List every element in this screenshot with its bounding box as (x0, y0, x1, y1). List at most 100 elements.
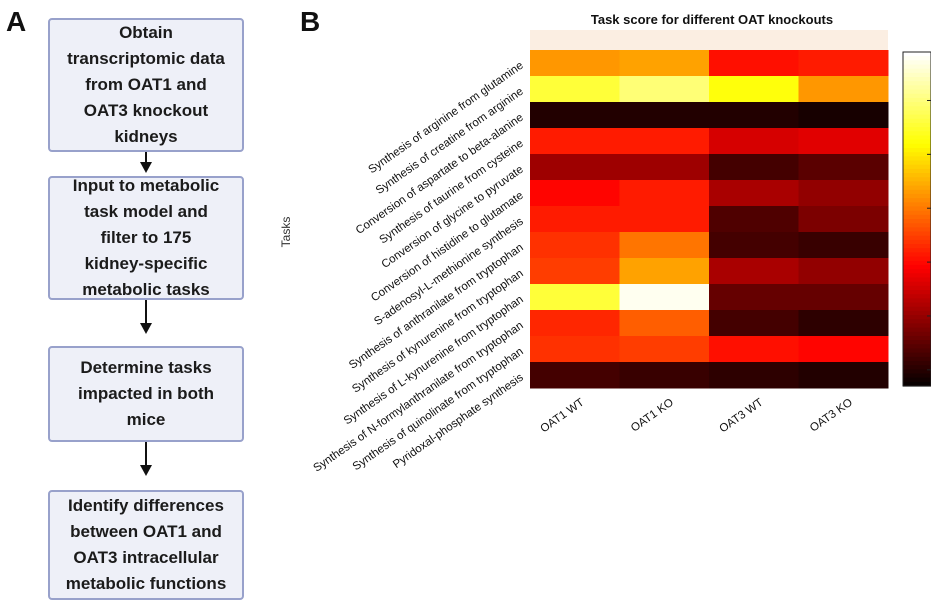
heatmap-cell (798, 50, 889, 77)
heatmap-cell (709, 284, 799, 311)
heatmap-cell (619, 102, 710, 129)
colorbar-segment (903, 56, 931, 61)
flow-arrow (145, 300, 147, 324)
heatmap-cell (619, 336, 710, 363)
colorbar-segment (903, 148, 931, 153)
colorbar-segment (903, 252, 931, 258)
panel-a-label: A (6, 6, 27, 37)
column-label: OAT3 WT (717, 397, 765, 436)
colorbar-segment (903, 327, 931, 333)
colorbar-segment (903, 227, 931, 233)
colorbar-segment (903, 356, 931, 362)
heatmap-cell (619, 258, 710, 285)
colorbar-segment (903, 210, 931, 216)
heatmap-cell (530, 180, 620, 207)
colorbar-segment (903, 168, 931, 174)
colorbar-segment (903, 85, 931, 91)
heatmap-cell (709, 50, 799, 77)
colorbar-segment (903, 164, 931, 170)
heatmap-cell (798, 180, 889, 207)
heatmap-cell (619, 310, 710, 337)
heatmap-cell (709, 128, 799, 155)
colorbar-segment (903, 381, 931, 387)
heatmap-cell (798, 284, 889, 311)
colorbar-segment (903, 81, 931, 86)
heatmap-cell (530, 362, 620, 389)
heatmap-cell (709, 180, 799, 207)
flow-step-obtain-data: Obtain transcriptomic data from OAT1 and… (48, 18, 244, 152)
colorbar-segment (903, 277, 931, 283)
colorbar-segment (903, 365, 931, 370)
heatmap-cell (709, 336, 799, 363)
heatmap-cell (530, 336, 620, 363)
colorbar-segment (903, 173, 931, 178)
heatmap-cell (798, 128, 889, 155)
heatmap-cell (530, 50, 620, 77)
colorbar-segment (903, 340, 931, 345)
heatmap-cell (619, 206, 710, 233)
column-label: OAT1 WT (538, 397, 586, 436)
colorbar-frame (902, 51, 931, 387)
heatmap-cell (709, 76, 799, 103)
heatmap-cell (619, 180, 710, 207)
flow-step-identify-differences: Identify differences between OAT1 and OA… (48, 490, 244, 600)
heatmap-cell (709, 362, 799, 389)
colorbar-segment (903, 89, 931, 95)
colorbar-segment (903, 198, 931, 203)
heatmap-cell (619, 232, 710, 259)
heatmap-cell (798, 76, 889, 103)
colorbar-segment (903, 118, 931, 124)
colorbar-segment (903, 114, 931, 120)
heatmap-cell (619, 128, 710, 155)
colorbar-segment (903, 373, 931, 379)
colorbar-segment (903, 244, 931, 249)
heatmap-top-band (530, 30, 888, 50)
colorbar-segment (903, 72, 931, 78)
colorbar-segment (903, 315, 931, 320)
colorbar-segment (903, 193, 931, 199)
colorbar-segment (903, 143, 931, 149)
heatmap-cell (530, 154, 620, 181)
flow-arrowhead (140, 323, 152, 334)
column-label: OAT1 KO (629, 397, 676, 435)
column-label: OAT3 KO (808, 397, 855, 435)
colorbar-segment (903, 60, 931, 66)
heatmap-cell (619, 362, 710, 389)
colorbar-segment (903, 269, 931, 274)
colorbar-segment (903, 231, 931, 237)
colorbar-segment (903, 235, 931, 241)
heatmap-chart: Task score for different OAT knockouts Sy… (279, 12, 931, 475)
colorbar-segment (903, 306, 931, 312)
colorbar-segment (903, 110, 931, 116)
colorbar-segment (903, 127, 931, 132)
colorbar-segment (903, 239, 931, 245)
flow-step-metabolic-model: Input to metabolic task model and filter… (48, 176, 244, 300)
colorbar-segment (903, 206, 931, 212)
heatmap-cell (798, 154, 889, 181)
heatmap-cell (798, 310, 889, 337)
heatmap-cell (709, 258, 799, 285)
heatmap-cell (709, 154, 799, 181)
colorbar-segment (903, 248, 931, 253)
colorbar-segment (903, 294, 931, 299)
colorbar-segment (903, 285, 931, 291)
colorbar-segment (903, 377, 931, 383)
colorbar-segment (903, 273, 931, 279)
heatmap-cell (709, 232, 799, 259)
colorbar-segment (903, 348, 931, 354)
row-label: Synthesis of quinolinate from tryptophan (351, 346, 526, 474)
colorbar-segment (903, 298, 931, 304)
heatmap-cell (798, 258, 889, 285)
flow-arrow (145, 152, 147, 164)
heatmap-cell (530, 128, 620, 155)
colorbar-segment (903, 68, 931, 74)
colorbar-segment (903, 369, 931, 375)
colorbar-segment (903, 185, 931, 191)
heatmap-cell (798, 206, 889, 233)
heatmap-cell (709, 102, 799, 129)
heatmap-cell (798, 102, 889, 129)
heatmap-cell (530, 232, 620, 259)
chart-title: Task score for different OAT knockouts (591, 12, 833, 27)
colorbar-segment (903, 264, 931, 270)
heatmap-cell (709, 310, 799, 337)
